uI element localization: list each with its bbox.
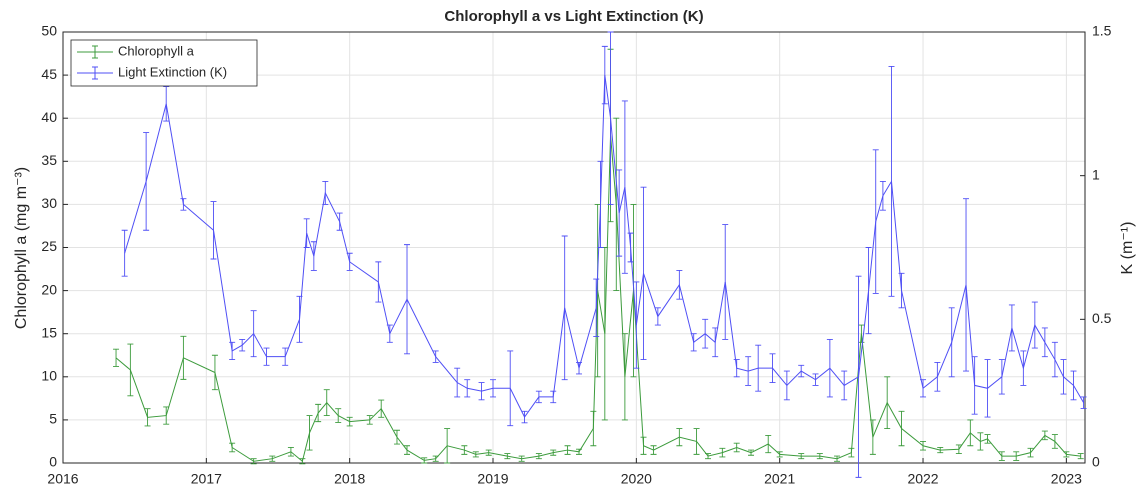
y-tick-label: 50 — [41, 23, 57, 39]
x-tick-label: 2017 — [191, 471, 222, 487]
series-line — [124, 75, 1085, 418]
plot-frame — [62, 31, 1086, 464]
y-tick-label: 20 — [41, 281, 57, 297]
legend-box — [70, 39, 258, 87]
x-tick-label: 2022 — [907, 471, 938, 487]
x-tick-label: 2018 — [334, 471, 365, 487]
x-tick-label: 2016 — [47, 471, 78, 487]
x-tick-label: 2021 — [764, 471, 795, 487]
y-tick-label: 10 — [41, 368, 57, 384]
y-tick-label: 30 — [41, 195, 57, 211]
legend-swatch — [77, 45, 113, 59]
y-tick-label: 35 — [41, 152, 57, 168]
legend-swatch — [77, 66, 113, 80]
y2-axis-label: K (m⁻¹) — [1119, 222, 1136, 275]
series — [121, 31, 1087, 478]
legend-label: Chlorophyll a — [118, 43, 195, 58]
y-axis-label: Chlorophyll a (mg m⁻³) — [13, 167, 30, 329]
chart-title: Chlorophyll a vs Light Extinction (K) — [444, 8, 703, 25]
x-tick-label: 2019 — [477, 471, 508, 487]
y-tick-label: 5 — [49, 411, 57, 427]
legend: Chlorophyll a Light Extinction (K) — [70, 39, 258, 87]
y2-tick-label: 0.5 — [1092, 310, 1112, 326]
y-tick-label: 40 — [41, 109, 57, 125]
x-tick-label: 2020 — [621, 471, 652, 487]
error-bar — [113, 348, 120, 367]
y-tick-label: 25 — [41, 238, 57, 254]
y2-tick-label: 1.5 — [1092, 23, 1112, 39]
x-tick-label: 2023 — [1051, 471, 1082, 487]
y2-tick-label: 1 — [1092, 166, 1100, 182]
y2-tick-label: 0 — [1092, 454, 1100, 470]
error-bar — [1080, 396, 1087, 409]
legend-label: Light Extinction (K) — [118, 64, 227, 79]
series-line — [115, 135, 1081, 463]
error-bar — [1077, 453, 1084, 460]
y-tick-label: 15 — [41, 324, 57, 340]
y-tick-label: 45 — [41, 66, 57, 82]
y-tick-label: 0 — [49, 454, 57, 470]
